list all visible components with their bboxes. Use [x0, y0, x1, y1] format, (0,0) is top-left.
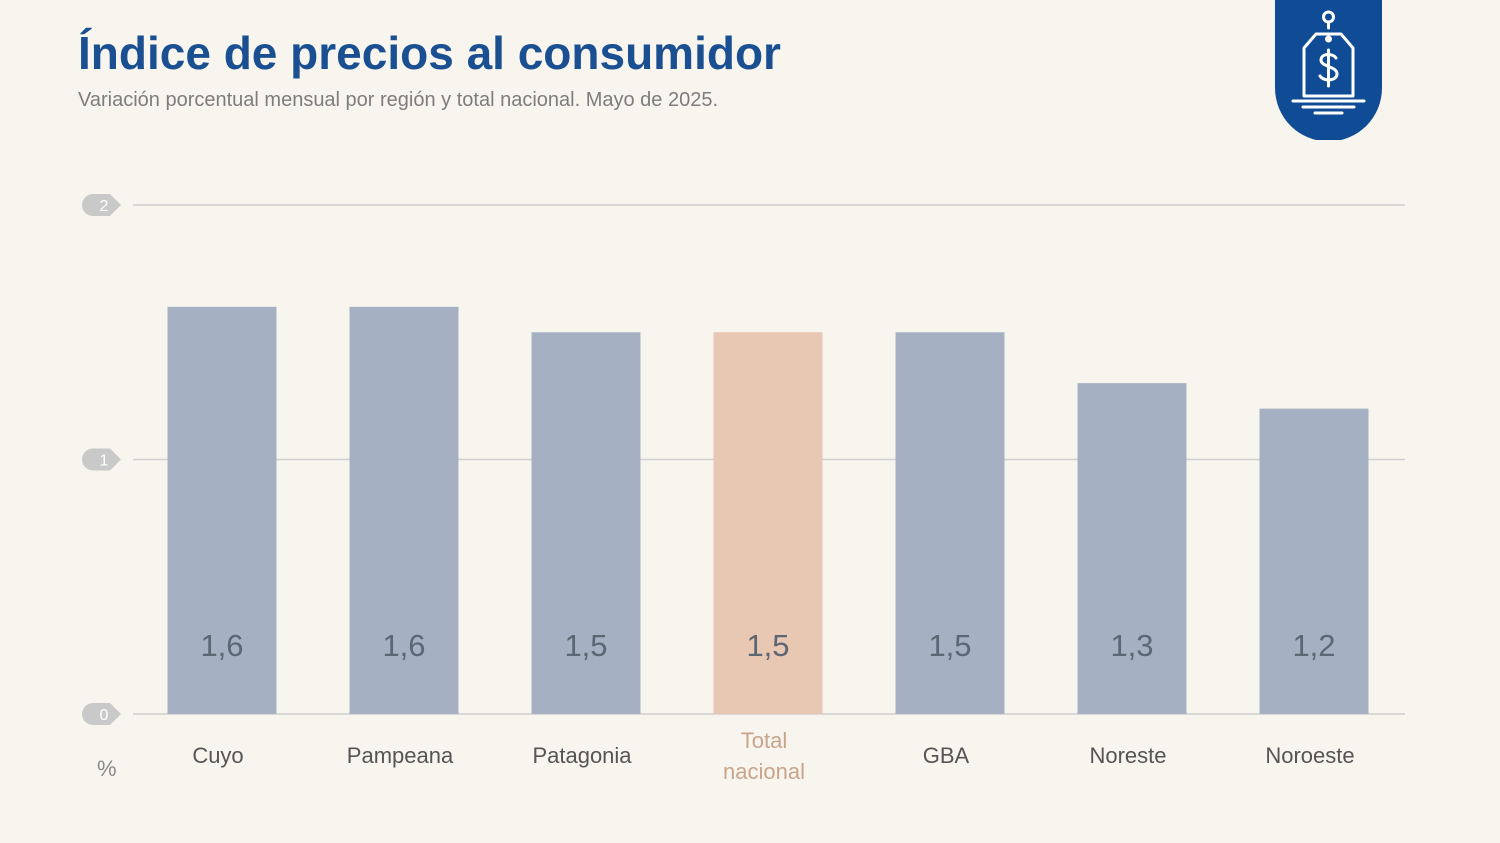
bar-3 [713, 332, 823, 714]
y-tick-marker-1 [82, 448, 121, 471]
y-tick-marker-2 [82, 194, 121, 216]
x-tick-label-5: Noreste [1089, 743, 1166, 768]
bar-6 [1259, 408, 1369, 714]
y-tick-label-2: 2 [100, 198, 109, 215]
bar-5 [1077, 383, 1187, 714]
bar-2 [531, 332, 641, 714]
page-title: Índice de precios al consumidor [78, 27, 781, 79]
x-tick-label-2: Patagonia [532, 743, 632, 768]
x-tick-label-0: Cuyo [192, 743, 243, 768]
data-label-1: 1,6 [382, 628, 425, 663]
x-tick-label-6: Noroeste [1265, 743, 1354, 768]
price-badge [1275, 0, 1382, 142]
data-label-2: 1,5 [564, 628, 607, 663]
y-tick-label-0: 0 [100, 707, 109, 724]
data-label-4: 1,5 [928, 628, 971, 663]
bar-4 [895, 332, 1005, 714]
x-tick-label-4: GBA [923, 743, 970, 768]
bar-0 [167, 306, 277, 714]
data-label-3: 1,5 [746, 628, 789, 663]
data-label-6: 1,2 [1292, 628, 1335, 663]
data-label-0: 1,6 [200, 628, 243, 663]
page-subtitle: Variación porcentual mensual por región … [78, 89, 719, 111]
bar-1 [349, 306, 459, 714]
x-tick-label-1: Pampeana [347, 743, 454, 768]
y-axis-unit: % [97, 756, 117, 781]
y-tick-label-1: 1 [100, 453, 109, 470]
price-tag-dollar-icon [1275, 0, 1382, 142]
data-label-5: 1,3 [1110, 628, 1153, 663]
x-tick-label-3-line-1: nacional [723, 759, 805, 784]
y-tick-marker-0 [82, 703, 121, 725]
x-tick-label-3-line-0: Total [741, 728, 787, 753]
